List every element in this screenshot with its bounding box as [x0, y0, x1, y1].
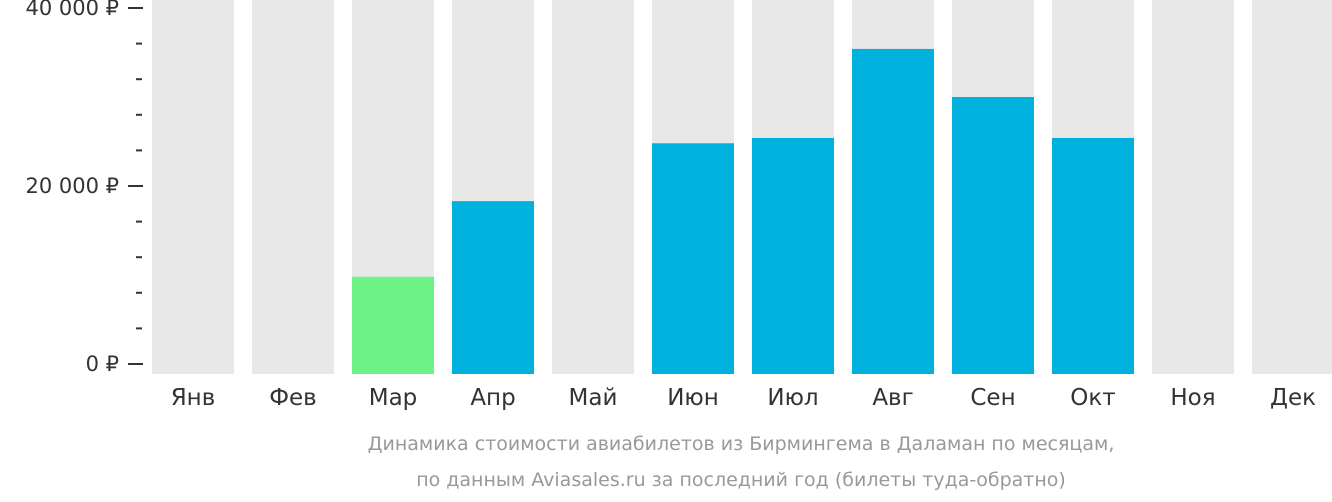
- chart-caption-line-2: по данным Aviasales.ru за последний год …: [416, 469, 1066, 491]
- bar-7[interactable]: [752, 137, 834, 374]
- month-label-5: Май: [569, 385, 618, 411]
- y-tick-label-1: 0 ₽: [86, 352, 119, 376]
- background-columns: [152, 0, 1332, 374]
- month-label-8: Авг: [872, 385, 913, 411]
- bar-10[interactable]: [1052, 137, 1134, 374]
- bar-6[interactable]: [652, 143, 734, 374]
- background-column-12: [1252, 0, 1332, 374]
- month-label-10: Окт: [1070, 385, 1115, 411]
- bar-8[interactable]: [852, 48, 934, 374]
- y-tick-label-3: 40 000 ₽: [25, 0, 119, 20]
- month-label-7: Июл: [767, 385, 818, 411]
- y-axis: 0 ₽ 20 000 ₽ 40 000 ₽: [25, 0, 143, 376]
- month-label-3: Мар: [369, 385, 418, 411]
- bar-9[interactable]: [952, 97, 1034, 374]
- y-tick-label-2: 20 000 ₽: [25, 174, 119, 198]
- price-chart: 0 ₽ 20 000 ₽ 40 000 ₽ Янв Фев Мар Апр Май Июн Ию…: [25, 0, 1332, 411]
- month-label-12: Дек: [1270, 385, 1316, 411]
- month-label-4: Апр: [470, 385, 515, 411]
- month-label-1: Янв: [171, 385, 216, 411]
- background-column-11: [1152, 0, 1234, 374]
- month-label-6: Июн: [667, 385, 719, 411]
- background-column-5: [552, 0, 634, 374]
- bar-4[interactable]: [452, 201, 534, 374]
- chart-caption-line-1: Динамика стоимости авиабилетов из Бирмин…: [367, 433, 1115, 455]
- month-label-9: Сен: [970, 385, 1015, 411]
- background-column-1: [152, 0, 234, 374]
- background-column-2: [252, 0, 334, 374]
- bars: [352, 48, 1134, 374]
- bar-3[interactable]: [352, 276, 434, 374]
- x-axis-labels: Янв Фев Мар Апр Май Июн Июл Авг Сен Окт Ноя Дек: [171, 385, 1316, 411]
- month-label-11: Ноя: [1170, 385, 1215, 411]
- month-label-2: Фев: [269, 385, 317, 411]
